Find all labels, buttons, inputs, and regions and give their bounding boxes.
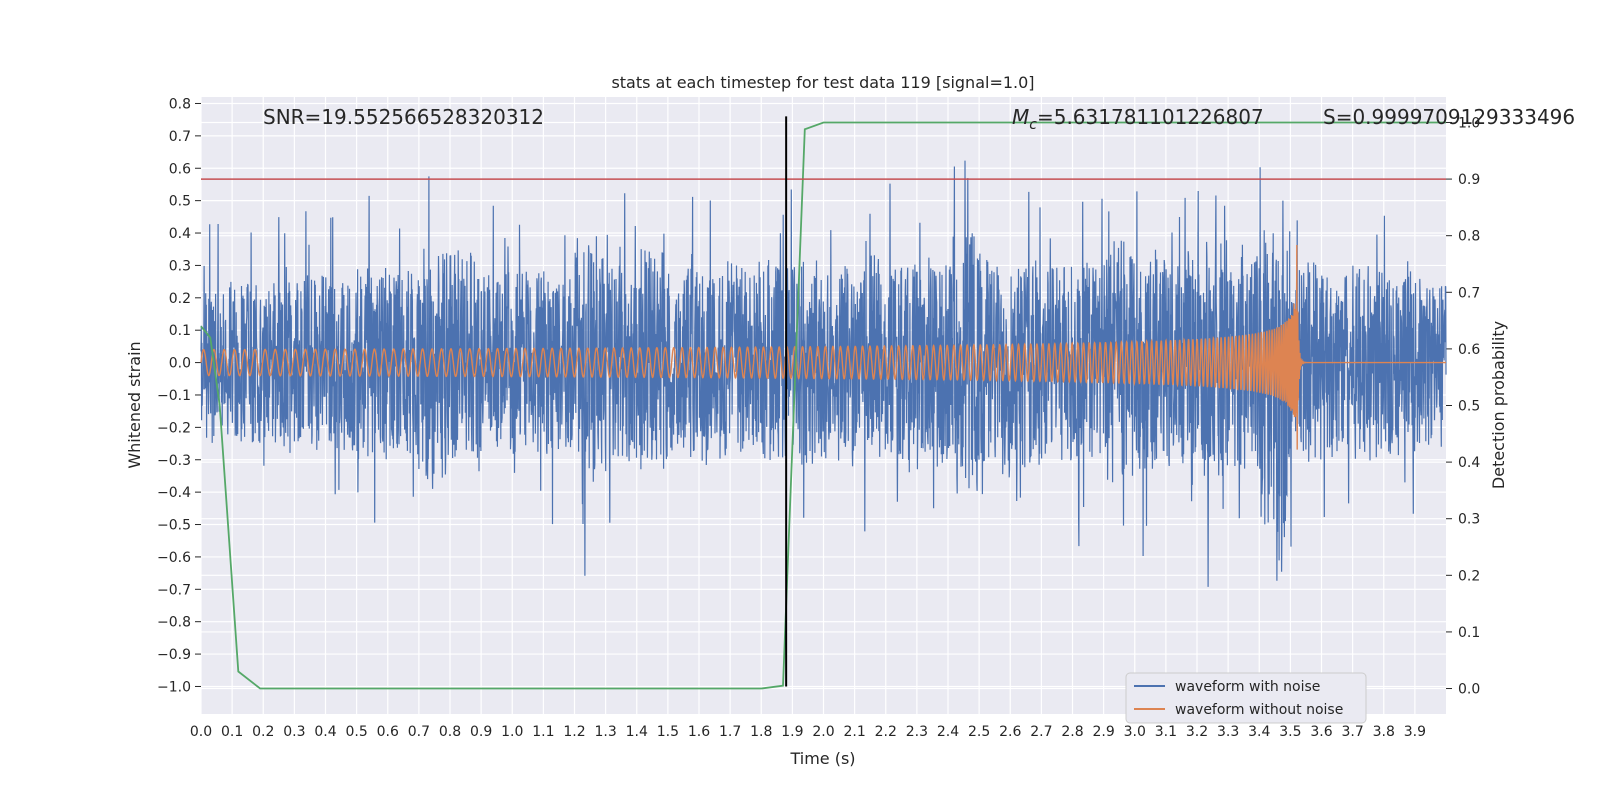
x-tick-label: 3.7: [1341, 724, 1363, 740]
y2-axis-label: Detection probability: [1489, 321, 1508, 489]
series-detection-probability: [200, 121, 1446, 690]
x-tick-label: 2.4: [937, 724, 959, 740]
y-tick-label: 0.8: [169, 96, 191, 112]
chirp-mass-subscript: c: [1029, 117, 1037, 133]
y2-tick-labels: 0.0 0.1 0.2 0.3 0.4 0.5 0.6 0.7 0.8 0.9 1.0: [1458, 115, 1480, 697]
clean-waveform-line: [200, 244, 1446, 450]
x-tick-label: 3.0: [1124, 724, 1146, 740]
x-tick-label: 1.1: [532, 724, 554, 740]
x-tick-label: 0.2: [252, 724, 274, 740]
x-tick-label: 0.6: [377, 724, 399, 740]
y-tick-label: 0.0: [169, 356, 191, 372]
y-axis-label: Whitened strain: [125, 341, 144, 468]
x-tick-label: 0.3: [283, 724, 305, 740]
x-tick-label: 1.2: [563, 724, 585, 740]
x-tick-label: 1.7: [719, 724, 741, 740]
chirp-mass-symbol: M: [1012, 105, 1029, 129]
y-tick-label: 0.3: [169, 258, 191, 274]
legend-label-noise: waveform with noise: [1175, 679, 1320, 695]
y2-tick-label: 0.7: [1458, 285, 1480, 301]
x-tick-label: 2.1: [843, 724, 865, 740]
y-tick-label: 0.4: [169, 226, 191, 242]
x-tick-label: 1.9: [781, 724, 803, 740]
y2-tick-label: 1.0: [1458, 115, 1480, 131]
x-tick-label: 3.4: [1248, 724, 1270, 740]
legend-label-clean: waveform without noise: [1175, 702, 1343, 718]
x-tick-label: 2.3: [906, 724, 928, 740]
x-tick-label: 3.6: [1310, 724, 1332, 740]
x-tick-label: 2.6: [999, 724, 1021, 740]
x-tick-label: 0.5: [345, 724, 367, 740]
y-tick-label: −0.4: [157, 485, 191, 501]
probability-line: [200, 121, 1446, 690]
x-tick-labels: 0.0 0.1 0.2 0.3 0.4 0.5 0.6 0.7 0.8 0.9 1.0 1.1 1.2 1…: [190, 724, 1426, 740]
x-tick-label: 2.9: [1092, 724, 1114, 740]
x-tick-label: 3.3: [1217, 724, 1239, 740]
y-tick-label: −1.0: [157, 679, 191, 695]
x-tick-label: 0.0: [190, 724, 212, 740]
y2-tick-label: 0.0: [1458, 682, 1480, 698]
x-tick-label: 2.0: [812, 724, 834, 740]
chirp-mass-annotation: Mc=5.631781101226807: [1012, 105, 1264, 133]
chirp-mass-value: =5.631781101226807: [1037, 105, 1264, 129]
y2-tick-label: 0.4: [1458, 455, 1480, 471]
y-tick-label: −0.5: [157, 518, 191, 534]
x-tick-label: 3.5: [1279, 724, 1301, 740]
y-tick-label: 0.1: [169, 323, 191, 339]
x-axis-label: Time (s): [789, 749, 855, 768]
y2-tick-label: 0.1: [1458, 625, 1480, 641]
y-tick-label: −0.9: [157, 647, 191, 663]
x-tick-label: 0.7: [408, 724, 430, 740]
x-tick-label: 2.2: [875, 724, 897, 740]
x-tick-label: 3.1: [1155, 724, 1177, 740]
y-tick-label: 0.7: [169, 129, 191, 145]
y-tick-label: 0.5: [169, 194, 191, 210]
x-tick-label: 3.2: [1186, 724, 1208, 740]
y-tick-label: −0.8: [157, 615, 191, 631]
y-tick-label: 0.6: [169, 161, 191, 177]
x-tick-label: 1.3: [594, 724, 616, 740]
series-waveform-without-noise: [200, 244, 1446, 450]
x-tick-label: 3.9: [1404, 724, 1426, 740]
y-tick-label: −0.1: [157, 388, 191, 404]
y2-tick-label: 0.8: [1458, 229, 1480, 245]
y2-tick-label: 0.2: [1458, 568, 1480, 584]
x-tick-label: 0.9: [470, 724, 492, 740]
x-tick-label: 2.7: [1030, 724, 1052, 740]
series-waveform-with-noise: [200, 160, 1447, 587]
x-tick-label: 0.1: [221, 724, 243, 740]
x-tick-label: 0.4: [314, 724, 336, 740]
y2-tick-label: 0.3: [1458, 512, 1480, 528]
x-tick-label: 3.8: [1373, 724, 1395, 740]
y-tick-label: 0.2: [169, 291, 191, 307]
x-tick-label: 1.0: [501, 724, 523, 740]
y-tick-label: −0.6: [157, 550, 191, 566]
x-tick-label: 1.5: [657, 724, 679, 740]
y2-tick-label: 0.9: [1458, 172, 1480, 188]
y-tick-label: −0.2: [157, 420, 191, 436]
x-tick-label: 1.6: [688, 724, 710, 740]
y2-tick-label: 0.6: [1458, 342, 1480, 358]
legend-box: [1125, 672, 1367, 724]
legend: waveform with noise waveform without noi…: [1125, 672, 1367, 724]
y2-tick-label: 0.5: [1458, 399, 1480, 415]
noise-waveform-line: [200, 160, 1447, 587]
x-tick-label: 0.8: [439, 724, 461, 740]
x-tick-label: 1.8: [750, 724, 772, 740]
x-tick-label: 2.5: [968, 724, 990, 740]
y-tick-label: −0.3: [157, 453, 191, 469]
y-tick-label: −0.7: [157, 582, 191, 598]
x-tick-label: 1.4: [626, 724, 648, 740]
x-tick-label: 2.8: [1061, 724, 1083, 740]
score-annotation: S=0.9999709129333496: [1323, 105, 1575, 129]
chart-title: stats at each timestep for test data 119…: [611, 73, 1034, 92]
y-tick-labels: 0.8 0.7 0.6 0.5 0.4 0.3 0.2 0.1 0.0 −0.1 −0.2 −0.3 −…: [157, 96, 191, 695]
snr-annotation: SNR=19.552566528320312: [263, 105, 544, 129]
